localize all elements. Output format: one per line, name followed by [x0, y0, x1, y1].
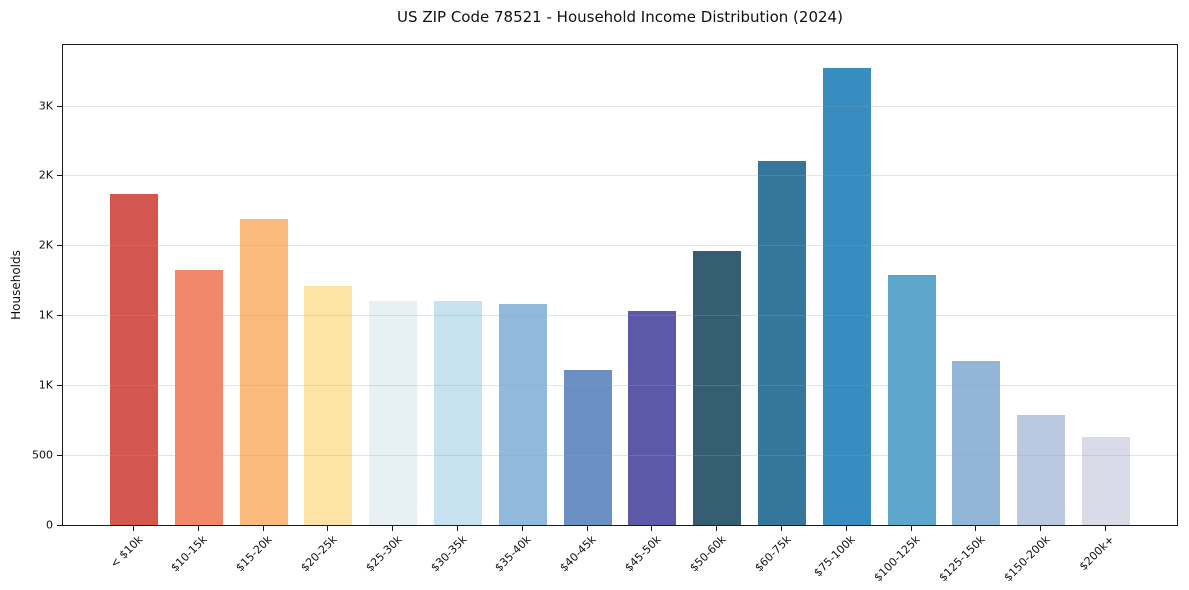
bar-10-15k — [174, 269, 223, 525]
bar-45-50k — [628, 311, 677, 525]
x-tick-label: $10-15k — [168, 533, 211, 575]
bar-50-60k — [693, 250, 742, 525]
x-tick-mark — [651, 526, 653, 531]
x-tick-mark — [586, 526, 588, 531]
bar-40-45k — [563, 369, 612, 525]
bar-75-100k — [822, 67, 871, 525]
chart-title: US ZIP Code 78521 - Household Income Dis… — [397, 8, 843, 26]
x-tick-label: $40-45k — [557, 533, 599, 575]
plot-area — [62, 44, 1178, 526]
y-tick-mark — [57, 245, 62, 247]
bar-125-150k — [952, 361, 1001, 525]
x-tick-mark — [457, 526, 458, 531]
y-tick-mark — [57, 385, 62, 387]
x-tick-label: $45-50k — [622, 533, 664, 575]
y-tick-label: 3K — [38, 99, 53, 113]
x-tick-label: $100-125k — [871, 533, 923, 585]
x-tick-label: $75-100k — [811, 533, 859, 580]
y-tick-mark — [57, 105, 62, 107]
x-tick-mark — [845, 526, 847, 531]
x-tick-label: $25-30k — [363, 533, 405, 575]
gridline-2500 — [63, 175, 1177, 177]
x-tick-label: $50-60k — [687, 533, 729, 575]
x-tick-label: $15-20k — [233, 533, 275, 575]
x-tick-mark — [1040, 526, 1042, 531]
y-tick-label: 1K — [38, 378, 53, 392]
x-tick-label: $35-40k — [492, 533, 535, 575]
x-tick-mark — [327, 526, 329, 531]
x-tick-mark — [197, 526, 199, 531]
bar-10k — [110, 194, 158, 525]
x-tick-mark — [521, 526, 523, 531]
bar-200k — [1082, 436, 1130, 525]
bar-150-200k — [1017, 415, 1066, 525]
y-tick-label: 1K — [38, 308, 53, 322]
y-tick-mark — [57, 315, 62, 317]
x-tick-label: $125-150k — [936, 533, 988, 585]
bar-35-40k — [498, 304, 547, 525]
bar-30-35k — [434, 301, 482, 525]
x-tick-label: < $10k — [107, 533, 146, 571]
gridline-1500 — [63, 315, 1177, 317]
x-tick-mark — [910, 526, 912, 531]
x-tick-mark — [716, 526, 718, 531]
bar-100-125k — [887, 275, 936, 525]
x-tick-label: $20-25k — [298, 533, 340, 575]
x-tick-label: $150-200k — [1001, 533, 1053, 585]
y-tick-mark — [57, 525, 62, 526]
x-tick-label: $30-35k — [427, 533, 470, 575]
bar-60-75k — [758, 161, 806, 525]
gridline-500 — [63, 455, 1177, 457]
x-tick-label: $60-75k — [751, 533, 794, 575]
x-tick-mark — [975, 526, 977, 531]
bar-25-30k — [369, 300, 418, 525]
y-tick-label: 2K — [38, 238, 53, 252]
x-tick-mark — [781, 526, 782, 531]
y-tick-label: 0 — [46, 518, 53, 532]
gridline-3000 — [63, 105, 1177, 107]
x-tick-label: $200k+ — [1077, 533, 1118, 574]
bar-15-20k — [239, 218, 288, 525]
x-tick-mark — [1105, 526, 1106, 531]
y-tick-mark — [57, 455, 62, 457]
y-tick-mark — [57, 175, 62, 177]
gridline-2000 — [63, 245, 1177, 247]
gridline-1000 — [63, 385, 1177, 387]
x-tick-mark — [133, 526, 134, 531]
bar-20-25k — [304, 285, 353, 525]
x-tick-mark — [392, 526, 394, 531]
x-tick-mark — [262, 526, 264, 531]
y-tick-label: 500 — [32, 448, 53, 462]
y-tick-label: 2K — [38, 168, 53, 182]
